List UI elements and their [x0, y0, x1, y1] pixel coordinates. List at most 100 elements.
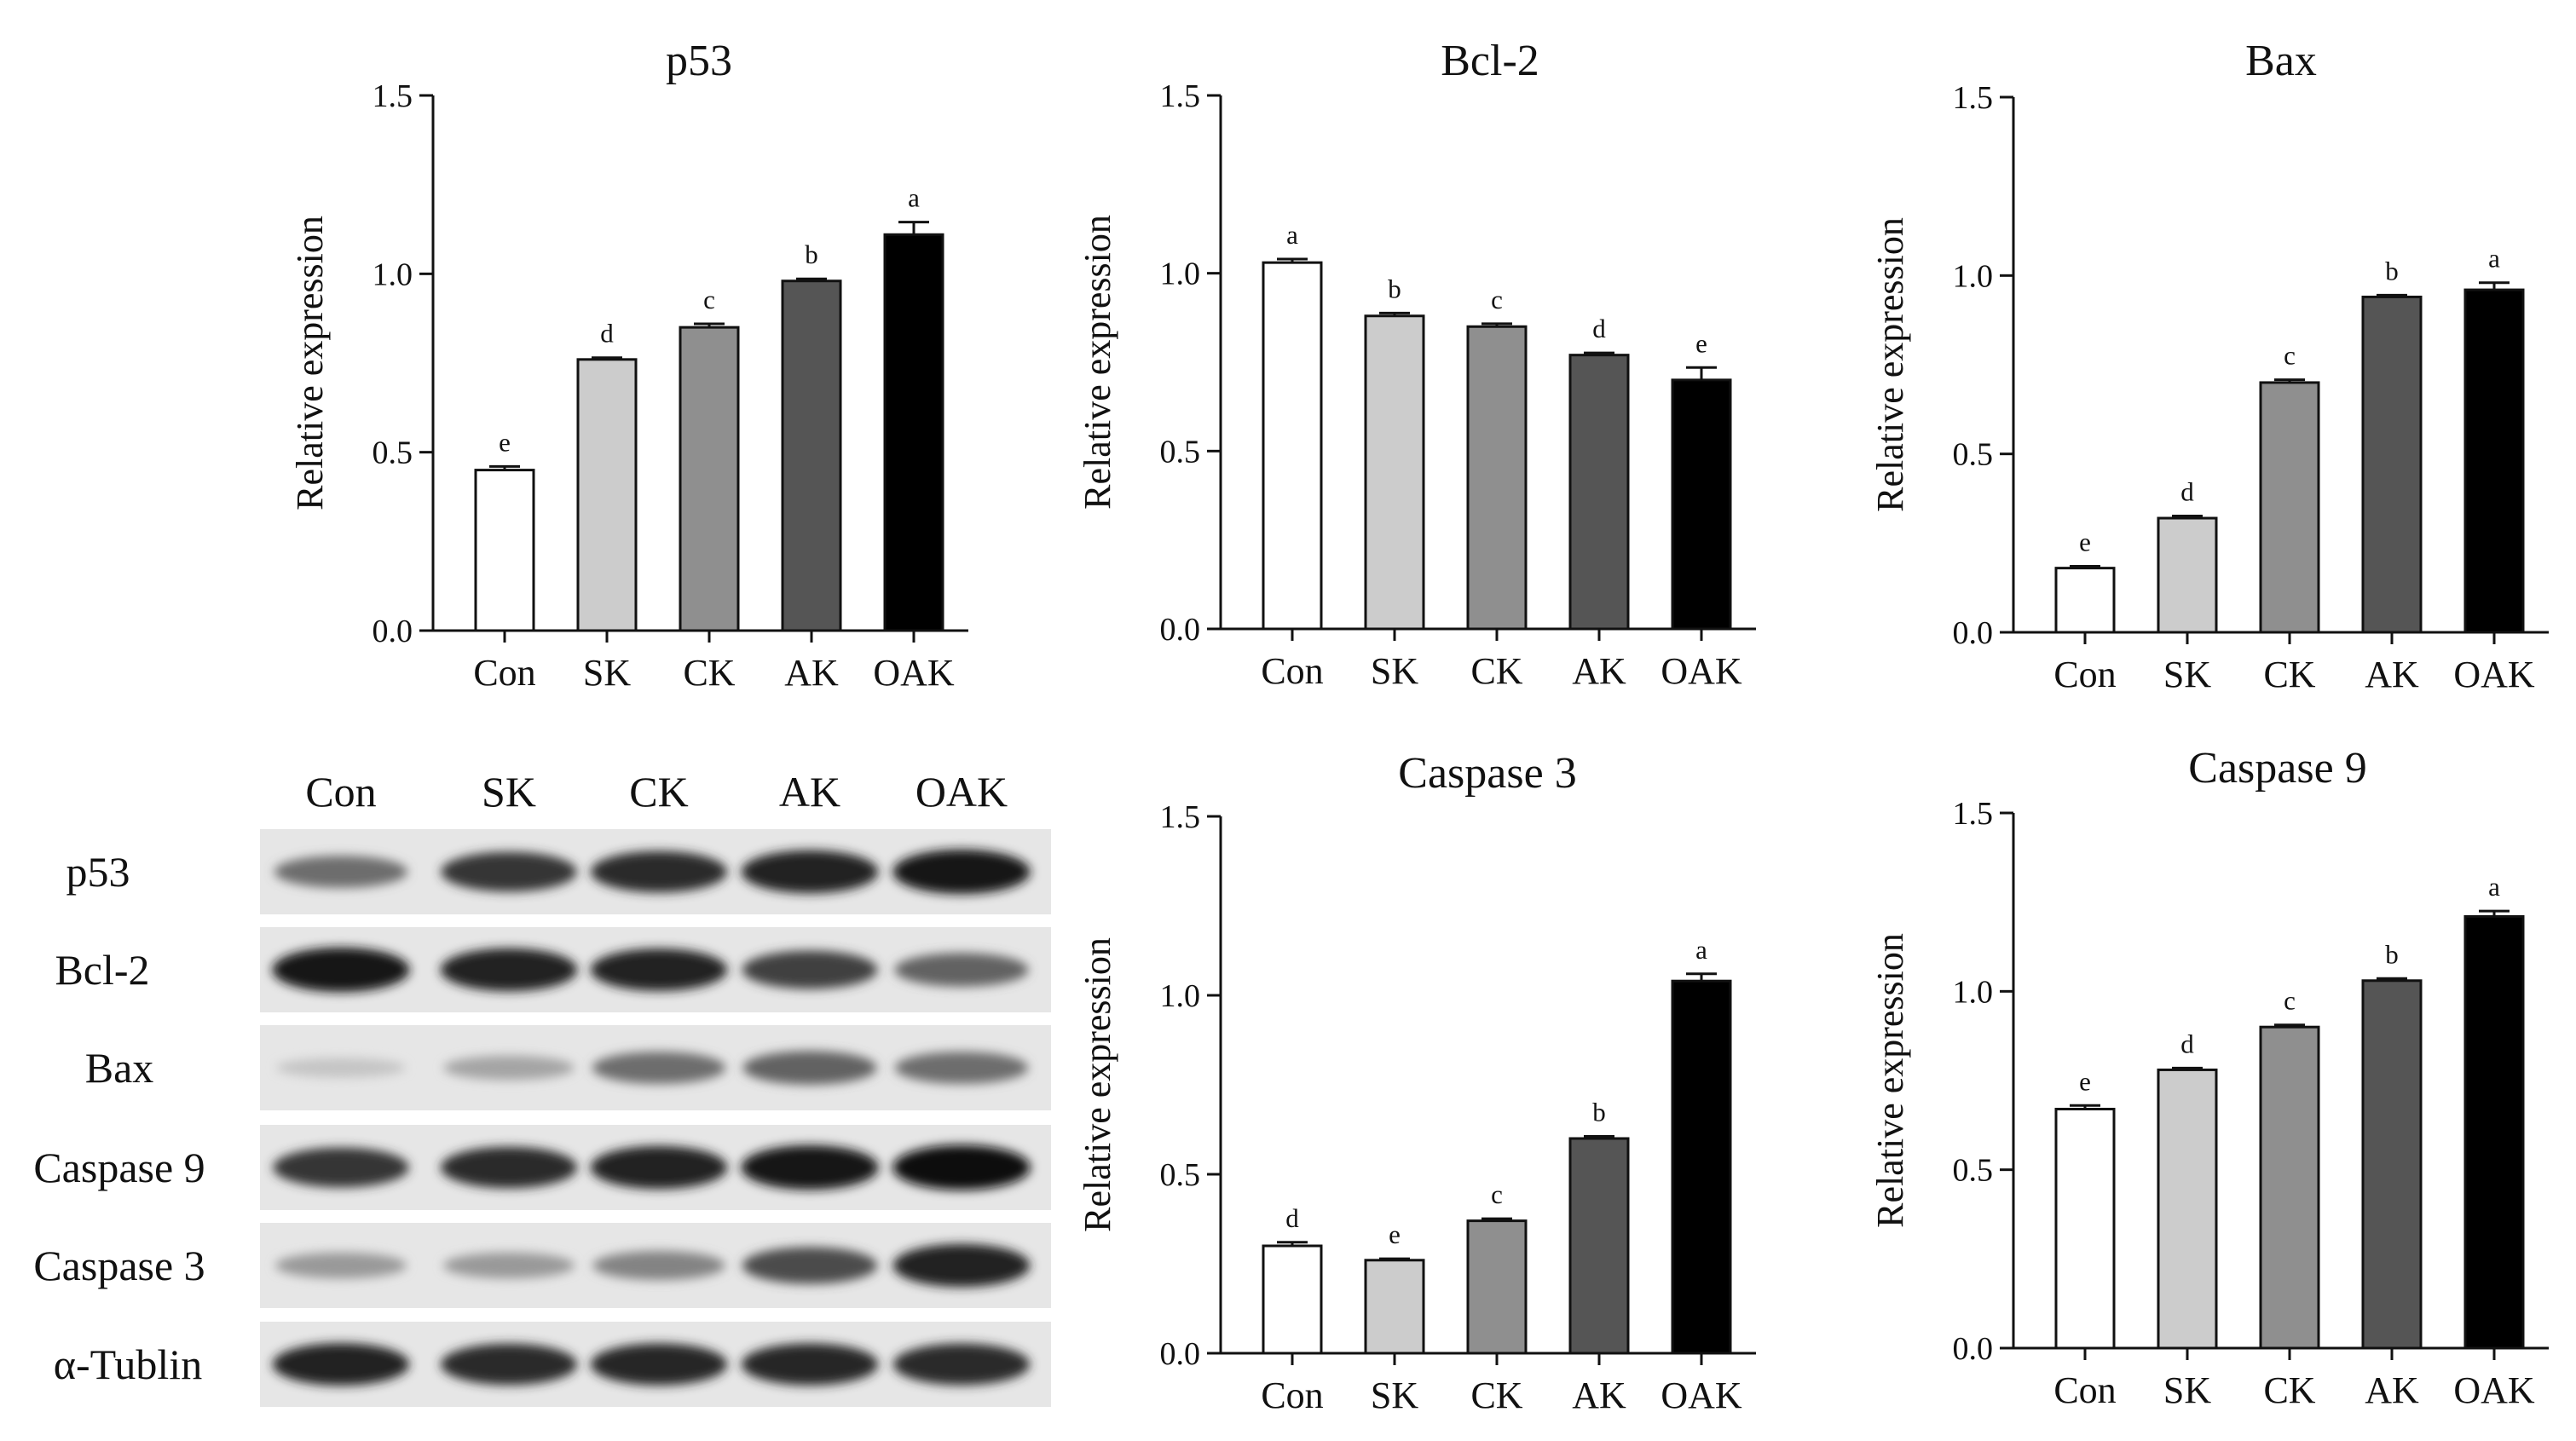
blot-row-label: p53: [66, 848, 130, 896]
bar-oak: [1672, 380, 1730, 629]
bar-oak: [1672, 981, 1730, 1353]
significance-label: b: [805, 239, 818, 269]
blot-lane-label: AK: [779, 768, 840, 816]
blot-band: [892, 1145, 1031, 1190]
significance-label: c: [2284, 986, 2296, 1016]
significance-label: b: [1388, 274, 1401, 303]
blot-row-bcl-2: Bcl-2: [55, 927, 1051, 1012]
blot-lane-label: Con: [305, 768, 376, 816]
x-tick-label: CK: [2263, 1369, 2315, 1411]
y-tick-label: 0.5: [1160, 434, 1201, 470]
y-tick-label: 1.5: [1160, 799, 1201, 835]
y-tick-label: 0.0: [1953, 615, 1994, 651]
blot-lane-label: SK: [482, 768, 536, 816]
bar-chart-caspase-9: Caspase 9 Relative expression 0.0 0.5 1.0 1.5…: [1869, 744, 2549, 1411]
significance-label: b: [2385, 256, 2399, 285]
blot-band: [742, 1247, 877, 1283]
bar-oak: [885, 234, 943, 631]
y-axis-label: Relative expression: [289, 216, 331, 510]
chart-title: Bax: [2245, 37, 2317, 85]
blot-lane-label: CK: [629, 768, 688, 816]
bar-oak: [2465, 290, 2523, 632]
chart-title: p53: [666, 37, 732, 85]
significance-label: c: [1491, 285, 1503, 314]
x-tick-label: OAK: [2453, 1369, 2535, 1411]
blot-band: [741, 1145, 878, 1190]
bar-con: [1263, 1246, 1321, 1353]
y-tick-label: 0.0: [1953, 1331, 1994, 1367]
blot-band: [893, 1344, 1030, 1386]
bar-sk: [2158, 1069, 2216, 1348]
x-tick-label: AK: [1572, 1375, 1626, 1416]
x-tick-label: CK: [1470, 1375, 1522, 1416]
blot-band: [275, 1253, 407, 1279]
blot-row-p53: p53: [66, 829, 1052, 914]
y-tick-label: 0.5: [1953, 437, 1994, 473]
significance-label: c: [2284, 341, 2296, 371]
blot-row-label: Bax: [85, 1044, 154, 1092]
blot-band: [441, 1147, 577, 1189]
x-tick-label: OAK: [1661, 1375, 1742, 1416]
significance-label: d: [1592, 314, 1606, 343]
significance-label: b: [2385, 939, 2399, 969]
bar-ak: [783, 281, 840, 631]
x-tick-label: Con: [473, 652, 535, 694]
blot-band: [591, 851, 727, 893]
blot-band: [591, 948, 728, 991]
blot-band: [892, 850, 1030, 894]
blot-lane-label: OAK: [915, 768, 1008, 816]
y-tick-label: 0.0: [1160, 1336, 1201, 1372]
western-blot-panel: Con SK CK AK OAK p53 Bcl-2 Bax Caspase 9 Caspase …: [33, 768, 1051, 1407]
bar-oak: [2465, 916, 2523, 1348]
blot-row-label: α-Tublin: [54, 1340, 202, 1388]
blot-band: [441, 1344, 577, 1386]
y-tick-label: 0.0: [373, 614, 413, 649]
significance-label: d: [2180, 477, 2194, 507]
blot-band: [273, 1148, 409, 1188]
blot-band: [742, 1051, 876, 1085]
bar-ck: [680, 327, 738, 631]
y-tick-label: 1.5: [1953, 796, 1994, 832]
significance-label: a: [1286, 220, 1298, 250]
y-tick-label: 1.5: [1160, 78, 1201, 114]
significance-label: c: [703, 285, 715, 314]
significance-label: e: [2079, 527, 2091, 557]
significance-label: e: [499, 427, 511, 457]
blot-band: [274, 856, 408, 888]
blot-row-tublin: α-Tublin: [54, 1322, 1051, 1407]
y-tick-label: 1.5: [1953, 80, 1994, 116]
x-tick-label: CK: [1470, 650, 1522, 692]
blot-band: [443, 1253, 575, 1279]
significance-label: b: [1592, 1097, 1606, 1127]
y-tick-label: 0.5: [1160, 1157, 1201, 1193]
bar-ck: [2261, 1027, 2319, 1348]
x-tick-label: Con: [2053, 654, 2116, 695]
x-tick-label: AK: [784, 652, 839, 694]
x-tick-label: OAK: [873, 652, 955, 694]
chart-title: Caspase 9: [2188, 744, 2366, 793]
bar-ak: [1570, 1138, 1628, 1353]
x-tick-label: AK: [2365, 1369, 2419, 1411]
bar-sk: [2158, 518, 2216, 632]
blot-row-caspase-9: Caspase 9: [33, 1125, 1051, 1210]
x-tick-label: OAK: [2453, 654, 2535, 695]
bar-ak: [1570, 355, 1628, 629]
x-tick-label: SK: [2163, 654, 2211, 695]
y-tick-label: 1.0: [1160, 978, 1201, 1014]
bar-con: [1263, 262, 1321, 629]
x-tick-label: CK: [683, 652, 735, 694]
blot-band: [272, 948, 409, 992]
blot-band: [894, 953, 1028, 987]
chart-title: Bcl-2: [1441, 37, 1539, 85]
y-axis-label: Relative expression: [1077, 937, 1118, 1232]
significance-label: a: [2488, 244, 2500, 274]
blot-band: [591, 1343, 727, 1385]
x-tick-label: SK: [2163, 1369, 2211, 1411]
bar-chart-bax: Bax Relative expression 0.0 0.5 1.0 1.5 e Con d S…: [1869, 37, 2549, 695]
y-tick-label: 1.5: [373, 78, 413, 114]
x-tick-label: Con: [1261, 1375, 1323, 1416]
x-tick-label: SK: [1371, 650, 1418, 692]
x-tick-label: Con: [2053, 1369, 2116, 1411]
bar-chart-caspase-3: Caspase 3 Relative expression 0.0 0.5 1.0 1.5…: [1077, 749, 1756, 1416]
